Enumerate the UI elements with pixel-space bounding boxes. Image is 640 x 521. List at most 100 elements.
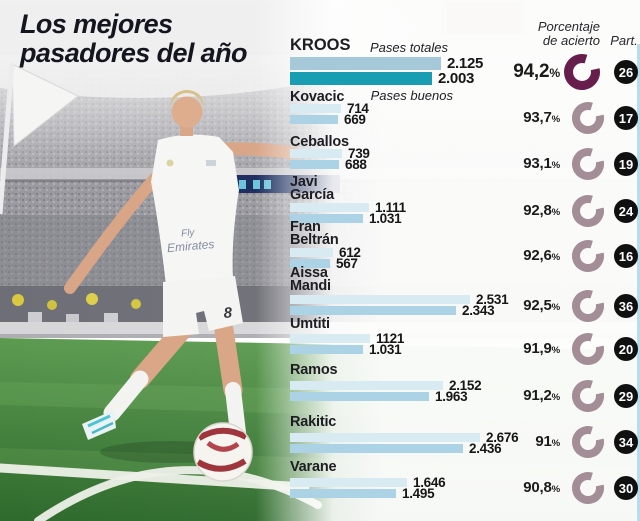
accuracy-number: 91,2 [523, 387, 552, 404]
passes-total-bar [290, 57, 441, 70]
passes-total-bar [290, 295, 470, 304]
accuracy-number: 92,8 [523, 202, 552, 219]
passes-good-bar [290, 345, 363, 354]
matches-badge: 20 [614, 337, 638, 361]
matches-badge: 30 [614, 476, 638, 500]
percent-sign: % [551, 114, 561, 125]
title-line-2: pasadores del año [20, 38, 247, 68]
accuracy-header-line2: de acierto [542, 32, 600, 48]
player-name: Ceballos [290, 134, 349, 150]
passes-total-bar [290, 381, 443, 390]
matches-badge: 16 [614, 244, 638, 268]
player-row: Rakitic 2.676 2.436 91% 34 [288, 414, 640, 472]
title-line-1: Los mejores [20, 9, 173, 39]
accuracy-number: 91 [535, 433, 552, 450]
passes-total-bar [290, 334, 370, 343]
accuracy-donut-icon [572, 380, 604, 412]
passes-total-bar [290, 248, 333, 257]
player-name: Fran Beltrán [290, 219, 339, 248]
passes-good-bar [290, 214, 363, 223]
edge-strip [637, 44, 640, 521]
player-row: Ceballos 739 688 93,1% 19 [288, 134, 640, 194]
passes-good-bar [290, 392, 429, 401]
accuracy-donut-icon [572, 102, 604, 134]
passes-good-value: 2.343 [462, 302, 495, 318]
accuracy-donut-icon [572, 148, 604, 180]
passes-good-bar [290, 160, 339, 169]
accuracy-value: 92,8% [438, 203, 560, 221]
matches-badge: 36 [614, 294, 638, 318]
player-name: Javi García [290, 174, 334, 203]
percent-sign: % [551, 302, 561, 313]
passes-good-bar [290, 72, 432, 85]
player-name: Umtiti [290, 316, 330, 332]
percent-sign: % [551, 252, 561, 263]
player-row: Javi García 1.111 1.031 92,8% 24 [288, 174, 640, 241]
accuracy-number: 92,6 [523, 247, 552, 264]
accuracy-number: 90,8 [523, 479, 552, 496]
passes-total-bar [290, 104, 341, 113]
passes-good-bar [290, 444, 463, 453]
accuracy-column-header: Porcentaje de acierto [468, 20, 600, 47]
player-row: KROOS 2.125 2.003 94,2% 26 [288, 36, 640, 102]
accuracy-value: 92,6% [438, 248, 560, 266]
passes-total-value: 2.125 [447, 54, 484, 72]
accuracy-header-line1: Porcentaje [537, 19, 600, 34]
passes-good-value: 567 [336, 255, 358, 271]
player-name: Rakitic [290, 414, 337, 430]
accuracy-value: 90,8% [438, 480, 560, 498]
passes-total-value: 2.676 [486, 429, 519, 445]
player-row: Fran Beltrán 612 567 92,6% 16 [288, 219, 640, 286]
player-row: Aissa Mandi 2.531 2.343 92,5% 36 [288, 265, 640, 336]
accuracy-value: 91,9% [438, 341, 560, 359]
passes-total-bar [290, 433, 480, 442]
passes-good-value: 1.031 [369, 210, 402, 226]
accuracy-donut-icon [572, 290, 604, 322]
player-name: Varane [290, 459, 337, 475]
passes-total-value: 2.152 [449, 377, 482, 393]
passes-good-value: 1.495 [402, 485, 435, 501]
passes-total-value: 1.111 [375, 199, 406, 215]
accuracy-donut-icon [572, 333, 604, 365]
legend-passes-buenos: Pases buenos [370, 88, 453, 103]
passes-good-value: 688 [345, 156, 367, 172]
matches-badge: 17 [614, 106, 638, 130]
infographic-title: Los mejores pasadores del año [20, 10, 247, 68]
passes-total-bar [290, 149, 342, 158]
accuracy-donut-icon [572, 472, 604, 504]
percent-sign: % [549, 66, 560, 80]
accuracy-number: 91,9 [523, 340, 552, 357]
passes-total-value: 1121 [376, 330, 405, 346]
passes-total-value: 1.646 [413, 474, 446, 490]
accuracy-value: 92,5% [438, 298, 560, 316]
passes-good-value: 1.963 [435, 388, 468, 404]
accuracy-number: 93,1 [523, 155, 552, 172]
passes-good-value: 2.436 [469, 440, 502, 456]
passes-total-value: 2.531 [476, 291, 509, 307]
passes-good-value: 1.031 [369, 341, 402, 357]
matches-badge: 19 [614, 152, 638, 176]
matches-badge: 34 [614, 430, 638, 454]
accuracy-donut-icon [564, 54, 600, 90]
passers-chart: Porcentaje de acierto Part. Pases totale… [288, 0, 640, 521]
accuracy-value: 93,7% [438, 110, 560, 128]
passes-total-bar [290, 478, 407, 487]
passes-good-bar [290, 115, 338, 124]
matches-badge: 26 [614, 60, 638, 84]
accuracy-value: 94,2% [438, 62, 560, 83]
player-row: Ramos 2.152 1.963 91,2% 29 [288, 362, 640, 426]
percent-sign: % [551, 345, 561, 356]
passes-good-value: 2.003 [438, 69, 475, 87]
accuracy-donut-icon [572, 240, 604, 272]
legend-passes-totales: Pases totales [369, 40, 448, 55]
player-name: Kovacic [290, 89, 345, 105]
player-name: Ramos [290, 362, 338, 378]
player-name: Aissa Mandi [290, 265, 331, 294]
percent-sign: % [551, 392, 561, 403]
accuracy-value: 91% [438, 434, 560, 452]
passes-good-value: 669 [344, 111, 366, 127]
passes-good-bar [290, 306, 456, 315]
player-name: KROOS [290, 36, 351, 54]
percent-sign: % [551, 160, 561, 171]
player-row: Umtiti 1121 1.031 91,9% 20 [288, 316, 640, 379]
